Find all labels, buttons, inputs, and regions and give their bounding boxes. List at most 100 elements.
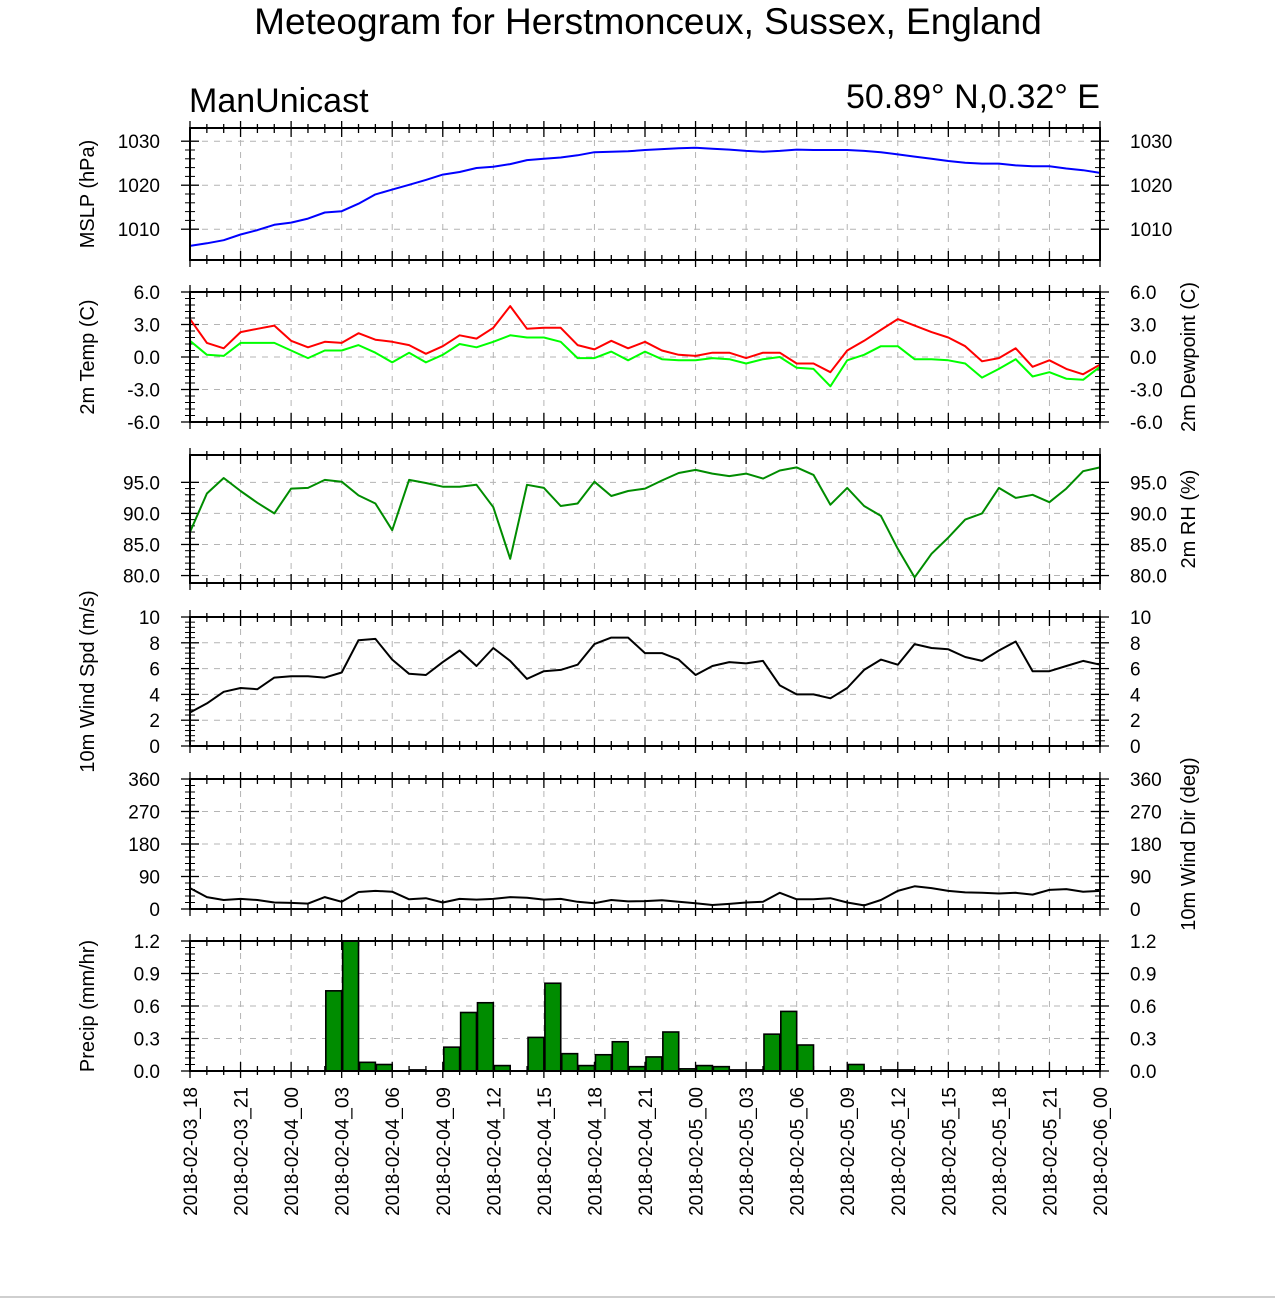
y-tick-label: 90.0 (123, 504, 160, 525)
y-tick-label-right: 10 (1130, 608, 1151, 629)
y-tick-label-right: 0.0 (1130, 1062, 1156, 1083)
chart-title: Meteogram for Herstmonceux, Sussex, Engl… (254, 1, 1042, 42)
y-tick-label-right: 90.0 (1130, 504, 1167, 525)
panel-wind_speed: 0 0 2 2 4 4 6 6 8 8 10 10 10m Wind Spd (m/s) (77, 590, 1151, 772)
panel-frame (189, 940, 1101, 1072)
panel-frame (189, 616, 1101, 747)
y-tick-label-right: 0 (1130, 900, 1141, 921)
x-tick-label: 2018-02-05_21 (1040, 1087, 1061, 1216)
panel-temperature: -6.0 -6.0 -3.0 -3.0 0.0 0.0 3.0 3.0 6.0 6.0 2m Tem… (77, 282, 1200, 434)
y-tick-label: 6.0 (134, 283, 160, 304)
y-tick-label-right: 270 (1130, 803, 1162, 824)
x-tick-label: 2018-02-04_18 (585, 1087, 606, 1216)
precip-bar (459, 1011, 478, 1072)
x-tick-label: 2018-02-05_18 (990, 1087, 1011, 1216)
y-tick-label: 270 (128, 803, 160, 824)
y-tick-label-right: 2 (1130, 711, 1141, 732)
x-tick-label: 2018-02-04_06 (383, 1087, 404, 1216)
y-tick-label-right: 6 (1130, 660, 1141, 681)
y-axis-title: Precip (mm/hr) (77, 940, 99, 1072)
y-tick-label: 3.0 (134, 316, 160, 337)
panel-rh: 80.0 80.0 85.0 85.0 90.0 90.0 95.0 95.0 2m RH (%… (123, 448, 1200, 590)
precip-bar (594, 1053, 613, 1072)
precip-bar (645, 1056, 663, 1072)
y-tick-label-right: 95.0 (1130, 473, 1167, 494)
x-tick-label: 2018-02-04_12 (484, 1087, 505, 1216)
precip-bar (341, 940, 360, 1072)
y-tick-label: 10 (139, 608, 160, 629)
y-tick-label: 180 (128, 835, 160, 856)
y-tick-label-right: 3.0 (1130, 316, 1156, 337)
panel-frame (189, 127, 1101, 261)
y-tick-label-right: 180 (1130, 835, 1162, 856)
x-tick-label: 2018-02-04_09 (434, 1087, 455, 1216)
y-tick-label: -6.0 (127, 413, 160, 434)
y-tick-label-right: 360 (1130, 770, 1162, 791)
precip-bar (358, 1061, 377, 1072)
model-label: ManUnicast (189, 82, 369, 120)
x-tick-label: 2018-02-03_21 (232, 1087, 253, 1216)
y-tick-label-right: 0 (1130, 737, 1141, 758)
y-axis-title: 2m Temp (C) (77, 299, 99, 414)
y-tick-label: 8 (149, 634, 160, 655)
y-tick-label: 2 (149, 711, 160, 732)
precip-bar (544, 982, 562, 1072)
precip-bar (560, 1052, 579, 1072)
x-tick-label: 2018-02-03_18 (181, 1087, 202, 1216)
y-axis-title-right: 2m RH (%) (1178, 470, 1200, 569)
x-tick-label: 2018-02-05_12 (889, 1087, 910, 1216)
y-tick-label-right: 85.0 (1130, 535, 1167, 556)
precip-bar (527, 1036, 545, 1072)
y-tick-label: 0 (149, 900, 160, 921)
y-tick-label: 85.0 (123, 535, 160, 556)
series-line-rh-0 (189, 466, 1101, 579)
y-tick-label: 90 (139, 868, 160, 889)
y-tick-label: 1020 (118, 176, 160, 197)
y-tick-label-right: 90 (1130, 868, 1151, 889)
y-tick-label: 0.0 (134, 348, 160, 369)
x-tick-label: 2018-02-04_15 (535, 1087, 556, 1216)
x-tick-label: 2018-02-05_06 (788, 1087, 809, 1216)
precip-bar (780, 1010, 798, 1072)
panel-frame (189, 454, 1101, 584)
y-tick-label-right: 0.6 (1130, 997, 1156, 1018)
y-tick-label: 0 (149, 737, 160, 758)
y-tick-label: 1030 (118, 132, 160, 153)
y-tick-label: 80.0 (123, 567, 160, 588)
y-tick-label-right: 0.3 (1130, 1030, 1156, 1051)
y-tick-label: 1010 (118, 220, 160, 241)
y-tick-label: 0.0 (134, 1062, 160, 1083)
panel-mslp: 1010 1010 1020 1020 1030 1030 MSLP (hPa) (77, 121, 1172, 267)
panel-frame (189, 291, 1101, 423)
y-tick-label: 1.2 (134, 932, 160, 953)
y-axis-title-right: 10m Wind Dir (deg) (1178, 757, 1200, 930)
precip-bar (763, 1033, 781, 1072)
x-tick-label: 2018-02-05_15 (939, 1087, 960, 1216)
y-tick-label: 6 (149, 660, 160, 681)
y-tick-label: 0.9 (134, 965, 160, 986)
y-tick-label-right: 8 (1130, 634, 1141, 655)
precip-bar (662, 1031, 680, 1072)
y-axis-title: MSLP (hPa) (77, 140, 99, 249)
y-tick-label: 0.6 (134, 997, 160, 1018)
x-tick-label: 2018-02-05_03 (737, 1087, 758, 1216)
panel-wind_direction: 0 0 90 90 180 180 270 270 360 360 10m Wind Dir (de… (128, 757, 1200, 930)
x-tick-label: 2018-02-05_00 (687, 1087, 708, 1216)
y-tick-label-right: 1030 (1130, 132, 1172, 153)
y-tick-label: 4 (149, 685, 160, 706)
location-label: 50.89° N,0.32° E (846, 78, 1100, 116)
series-line-wind_speed-0 (189, 636, 1101, 714)
precip-bar (442, 1046, 461, 1072)
y-tick-label: 0.3 (134, 1030, 160, 1051)
x-tick-label: 2018-02-05_09 (838, 1087, 859, 1216)
y-tick-label-right: 4 (1130, 685, 1141, 706)
precip-bar (325, 990, 343, 1072)
series-line-wind_direction-0 (189, 885, 1101, 907)
bottom-rule (0, 1296, 1275, 1298)
series-line-temperature-1 (189, 334, 1101, 388)
x-tick-label: 2018-02-06_00 (1091, 1087, 1112, 1216)
y-tick-label-right: 80.0 (1130, 567, 1167, 588)
